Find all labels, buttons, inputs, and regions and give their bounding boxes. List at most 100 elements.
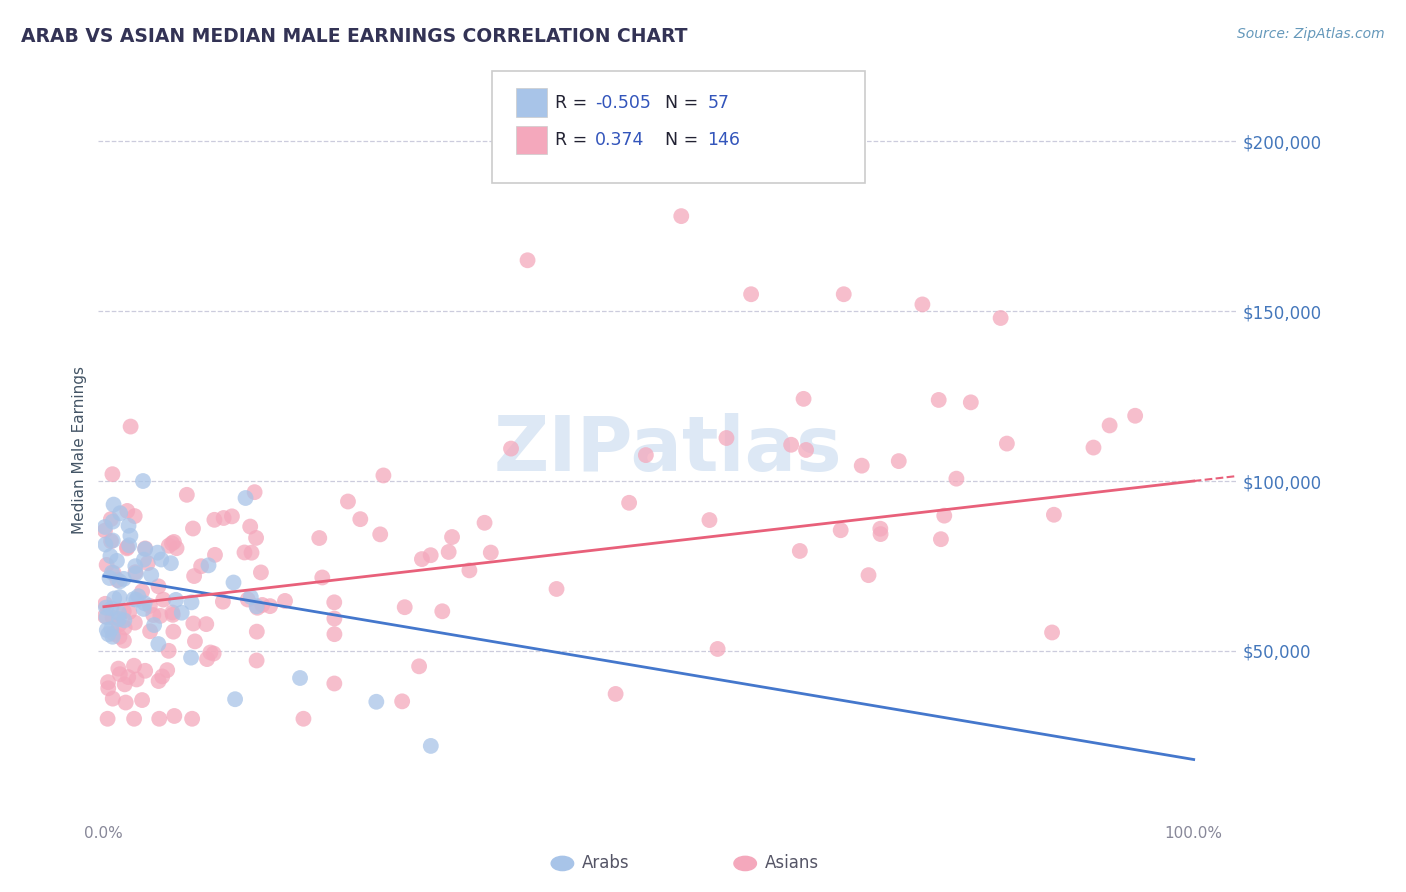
- Point: [246, 600, 269, 615]
- Point: [183, 569, 205, 583]
- Point: [132, 474, 155, 488]
- Point: [830, 523, 852, 537]
- Point: [150, 669, 173, 683]
- Point: [108, 574, 131, 589]
- Point: [118, 605, 141, 619]
- Point: [108, 506, 131, 520]
- Point: [458, 563, 481, 577]
- Point: [108, 667, 131, 681]
- Point: [117, 540, 139, 554]
- Point: [516, 253, 538, 268]
- Point: [200, 645, 222, 659]
- Point: [124, 565, 146, 579]
- Point: [94, 609, 117, 624]
- Point: [114, 696, 136, 710]
- Point: [239, 590, 262, 604]
- Point: [195, 652, 218, 666]
- Point: [141, 568, 163, 582]
- Point: [143, 618, 166, 632]
- Point: [617, 496, 640, 510]
- Point: [1040, 625, 1063, 640]
- Point: [112, 613, 135, 627]
- Point: [1043, 508, 1066, 522]
- Text: Arabs: Arabs: [582, 855, 630, 872]
- Point: [437, 545, 460, 559]
- Point: [929, 532, 952, 546]
- Point: [125, 566, 148, 581]
- Point: [160, 556, 183, 570]
- Point: [887, 454, 910, 468]
- Point: [162, 606, 184, 620]
- Point: [100, 512, 122, 526]
- Point: [112, 604, 135, 618]
- Point: [108, 590, 131, 604]
- Point: [152, 592, 174, 607]
- Point: [96, 623, 118, 637]
- Point: [411, 552, 433, 566]
- Point: [934, 508, 956, 523]
- Point: [94, 597, 117, 611]
- Point: [97, 681, 120, 696]
- Point: [323, 627, 346, 641]
- Point: [373, 468, 395, 483]
- Point: [148, 712, 170, 726]
- Point: [240, 546, 263, 560]
- Point: [124, 509, 146, 524]
- Point: [832, 287, 855, 301]
- Point: [308, 531, 330, 545]
- Point: [176, 488, 198, 502]
- Point: [366, 695, 388, 709]
- Point: [990, 311, 1012, 326]
- Point: [134, 541, 156, 556]
- Point: [132, 602, 155, 616]
- Point: [163, 535, 186, 549]
- Text: ARAB VS ASIAN MEDIAN MALE EARNINGS CORRELATION CHART: ARAB VS ASIAN MEDIAN MALE EARNINGS CORRE…: [21, 27, 688, 45]
- Text: ZIPatlas: ZIPatlas: [494, 414, 842, 487]
- Point: [928, 392, 950, 407]
- Point: [959, 395, 981, 409]
- Point: [190, 559, 212, 574]
- Text: R =: R =: [555, 131, 599, 149]
- Point: [101, 691, 124, 706]
- Point: [97, 712, 120, 726]
- Point: [288, 671, 311, 685]
- Point: [212, 511, 235, 525]
- Point: [134, 596, 156, 610]
- Point: [945, 472, 967, 486]
- Point: [148, 637, 170, 651]
- Point: [851, 458, 873, 473]
- Point: [323, 611, 346, 625]
- Point: [103, 566, 125, 580]
- Point: [131, 584, 153, 599]
- Point: [716, 431, 738, 445]
- Point: [134, 541, 156, 556]
- Point: [212, 595, 235, 609]
- Point: [100, 549, 122, 563]
- Point: [259, 599, 281, 614]
- Point: [120, 419, 142, 434]
- Point: [150, 552, 173, 566]
- Point: [336, 494, 359, 508]
- Point: [408, 659, 430, 673]
- Point: [103, 498, 125, 512]
- Point: [181, 521, 204, 535]
- Point: [108, 630, 131, 644]
- Point: [114, 620, 136, 634]
- Point: [97, 627, 120, 641]
- Point: [100, 534, 122, 549]
- Point: [221, 509, 243, 524]
- Point: [789, 544, 811, 558]
- Point: [780, 438, 803, 452]
- Point: [94, 520, 117, 534]
- Point: [499, 442, 522, 456]
- Point: [858, 568, 880, 582]
- Point: [165, 593, 187, 607]
- Point: [869, 527, 891, 541]
- Point: [108, 612, 131, 626]
- Point: [100, 622, 122, 636]
- Text: 0.374: 0.374: [595, 131, 644, 149]
- Point: [120, 529, 142, 543]
- Point: [204, 548, 226, 562]
- Point: [103, 627, 125, 641]
- Point: [156, 663, 179, 677]
